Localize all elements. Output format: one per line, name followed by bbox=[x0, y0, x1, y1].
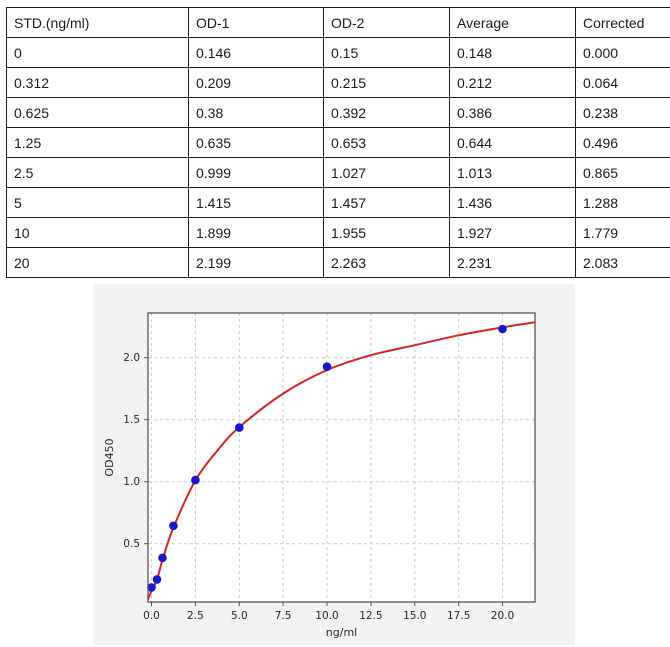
table-cell: 1.013 bbox=[449, 157, 576, 188]
table-cell: 0.209 bbox=[188, 67, 324, 98]
y-tick-label: 2.0 bbox=[123, 352, 140, 364]
x-tick-label: 0.0 bbox=[143, 610, 160, 622]
table-cell: 1.288 bbox=[575, 187, 670, 218]
table-header-row: STD.(ng/ml) OD-1 OD-2 Average Corrected bbox=[6, 7, 670, 38]
table-cell: 0.635 bbox=[188, 127, 324, 158]
y-axis-label: OD450 bbox=[103, 438, 116, 476]
table-cell: 0.215 bbox=[323, 67, 450, 98]
standard-curve-chart: 0.0 2.5 5.0 7.5 10.0 12.5 15.0 17.5 20.0 0.5 1.0 1.… bbox=[103, 312, 536, 639]
table-row: 0.312 0.209 0.215 0.212 0.064 bbox=[6, 67, 670, 98]
data-point bbox=[152, 575, 162, 584]
y-tick-label: 1.0 bbox=[123, 476, 140, 488]
x-tick-label: 17.5 bbox=[447, 610, 470, 622]
table-cell: 2.199 bbox=[188, 247, 324, 278]
y-tick-label: 0.5 bbox=[123, 538, 140, 550]
x-axis-label: ng/ml bbox=[326, 626, 357, 639]
table-cell: 0.312 bbox=[6, 67, 189, 98]
table-cell: 2.231 bbox=[449, 247, 576, 278]
data-point bbox=[235, 423, 244, 432]
standards-table-header: STD.(ng/ml) OD-1 OD-2 Average Corrected bbox=[6, 7, 670, 38]
table-cell: 1.779 bbox=[575, 217, 670, 248]
table-cell: 1.457 bbox=[323, 187, 450, 218]
table-cell: 1.415 bbox=[188, 187, 324, 218]
x-tick-label: 10.0 bbox=[315, 610, 338, 622]
table-row: 2.5 0.999 1.027 1.013 0.865 bbox=[6, 157, 670, 188]
standard-curve-panel: 0.0 2.5 5.0 7.5 10.0 12.5 15.0 17.5 20.0 0.5 1.0 1.… bbox=[93, 284, 575, 645]
plot-area bbox=[148, 313, 535, 602]
column-header: Corrected bbox=[575, 7, 670, 38]
table-cell: 1.436 bbox=[449, 187, 576, 218]
column-header: Average bbox=[449, 7, 576, 38]
table-cell: 5 bbox=[6, 187, 189, 218]
table-cell: 0.15 bbox=[323, 37, 450, 68]
data-point bbox=[147, 583, 156, 592]
x-tick-label: 15.0 bbox=[403, 610, 426, 622]
table-row: 5 1.415 1.457 1.436 1.288 bbox=[6, 187, 670, 218]
plot-border bbox=[147, 312, 536, 603]
table-cell: 2.263 bbox=[323, 247, 450, 278]
table-cell: 0.148 bbox=[449, 37, 576, 68]
table-cell: 0.000 bbox=[575, 37, 670, 68]
table-cell: 1.927 bbox=[449, 217, 576, 248]
data-point bbox=[158, 553, 167, 563]
table-cell: 0.238 bbox=[575, 97, 670, 128]
table-cell: 0.496 bbox=[575, 127, 670, 158]
table-cell: 1.955 bbox=[323, 217, 450, 248]
table-cell: 0.146 bbox=[188, 37, 324, 68]
table-cell: 1.027 bbox=[323, 157, 450, 188]
x-tick-label: 2.5 bbox=[187, 610, 204, 622]
data-point bbox=[191, 475, 200, 485]
table-cell: 10 bbox=[6, 217, 189, 248]
table-cell: 0 bbox=[6, 37, 189, 68]
table-cell: 1.25 bbox=[6, 127, 189, 158]
table-row: 10 1.899 1.955 1.927 1.779 bbox=[6, 217, 670, 248]
table-cell: 20 bbox=[6, 247, 189, 278]
table-cell: 0.392 bbox=[323, 97, 450, 128]
table-cell: 0.064 bbox=[575, 67, 670, 98]
table-cell: 0.999 bbox=[188, 157, 324, 188]
table-cell: 0.644 bbox=[449, 127, 576, 158]
column-header: OD-1 bbox=[188, 7, 324, 38]
x-tick-label: 12.5 bbox=[359, 610, 382, 622]
table-cell: 2.083 bbox=[575, 247, 670, 278]
table-cell: 1.899 bbox=[188, 217, 324, 248]
y-tick-label: 1.5 bbox=[123, 414, 140, 426]
x-tick-label: 20.0 bbox=[491, 610, 514, 622]
column-header: OD-2 bbox=[323, 7, 450, 38]
table-cell: 0.38 bbox=[188, 97, 324, 128]
table-row: 0 0.146 0.15 0.148 0.000 bbox=[6, 37, 670, 68]
data-point bbox=[169, 521, 178, 531]
table-cell: 0.653 bbox=[323, 127, 450, 158]
column-header: STD.(ng/ml) bbox=[6, 7, 189, 38]
table-row: 1.25 0.635 0.653 0.644 0.496 bbox=[6, 127, 670, 158]
table-cell: 2.5 bbox=[6, 157, 189, 188]
data-point bbox=[498, 324, 507, 334]
x-tick-label: 5.0 bbox=[231, 610, 248, 622]
table-cell: 0.625 bbox=[6, 97, 189, 128]
table-row: 20 2.199 2.263 2.231 2.083 bbox=[6, 247, 670, 278]
data-point bbox=[322, 362, 332, 371]
standards-table-body: 0 0.146 0.15 0.148 0.000 0.312 0.209 0.215 0.212… bbox=[6, 37, 670, 278]
table-cell: 0.865 bbox=[575, 157, 670, 188]
standards-table: STD.(ng/ml) OD-1 OD-2 Average Corrected 0 0.1… bbox=[6, 7, 670, 278]
table-cell: 0.386 bbox=[449, 97, 576, 128]
x-tick-label: 7.5 bbox=[275, 610, 292, 622]
table-row: 0.625 0.38 0.392 0.386 0.238 bbox=[6, 97, 670, 128]
table-cell: 0.212 bbox=[449, 67, 576, 98]
